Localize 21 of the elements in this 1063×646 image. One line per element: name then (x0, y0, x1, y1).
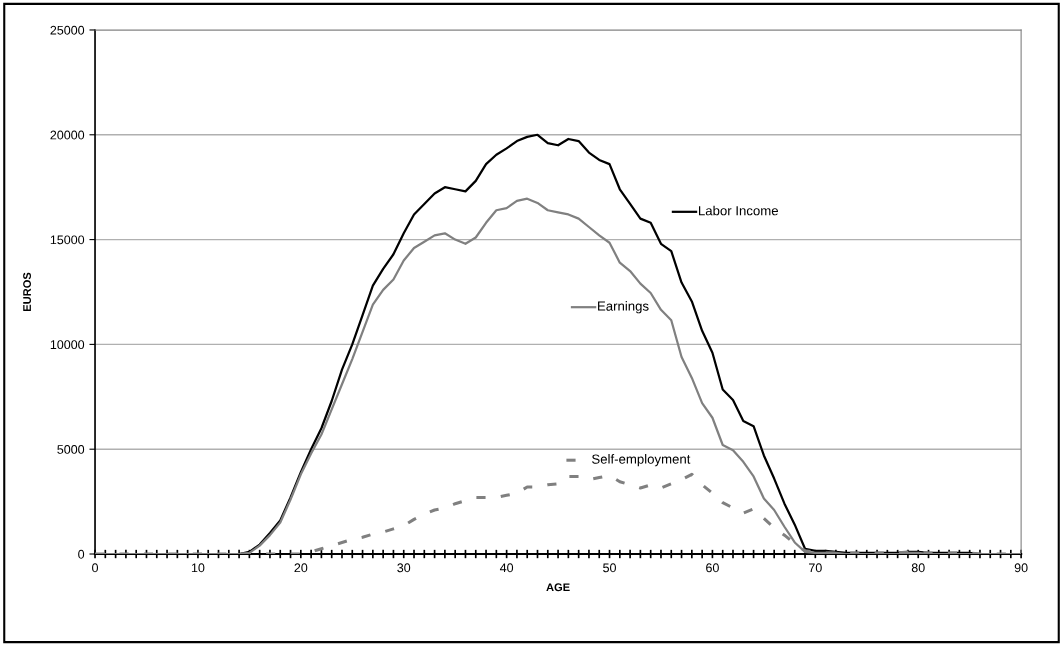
x-tick-label: 10 (191, 563, 205, 573)
legend-label: Self-employment (592, 454, 691, 467)
legend-label: Labor Income (699, 205, 779, 216)
y-axis-title: EUROS (23, 272, 31, 312)
y-tick-label: 25000 (50, 25, 85, 35)
y-tick-label: 5000 (57, 445, 85, 454)
x-tick-label: 70 (809, 563, 822, 573)
x-axis-title: AGE (546, 583, 570, 592)
y-tick-label: 15000 (50, 235, 85, 245)
x-tick-label: 50 (603, 563, 616, 573)
y-tick-label: 10000 (50, 340, 85, 350)
x-tick-label: 90 (1014, 563, 1028, 573)
x-tick-label: 30 (397, 563, 411, 573)
legend-label: Earnings (598, 301, 649, 314)
y-tick-label: 0 (78, 549, 85, 559)
y-tick-label: 20000 (50, 130, 85, 140)
x-tick-label: 60 (706, 563, 719, 573)
x-tick-label: 80 (911, 563, 925, 573)
x-tick-label: 0 (92, 563, 99, 573)
x-tick-label: 20 (294, 563, 308, 573)
x-tick-label: 40 (499, 563, 514, 573)
